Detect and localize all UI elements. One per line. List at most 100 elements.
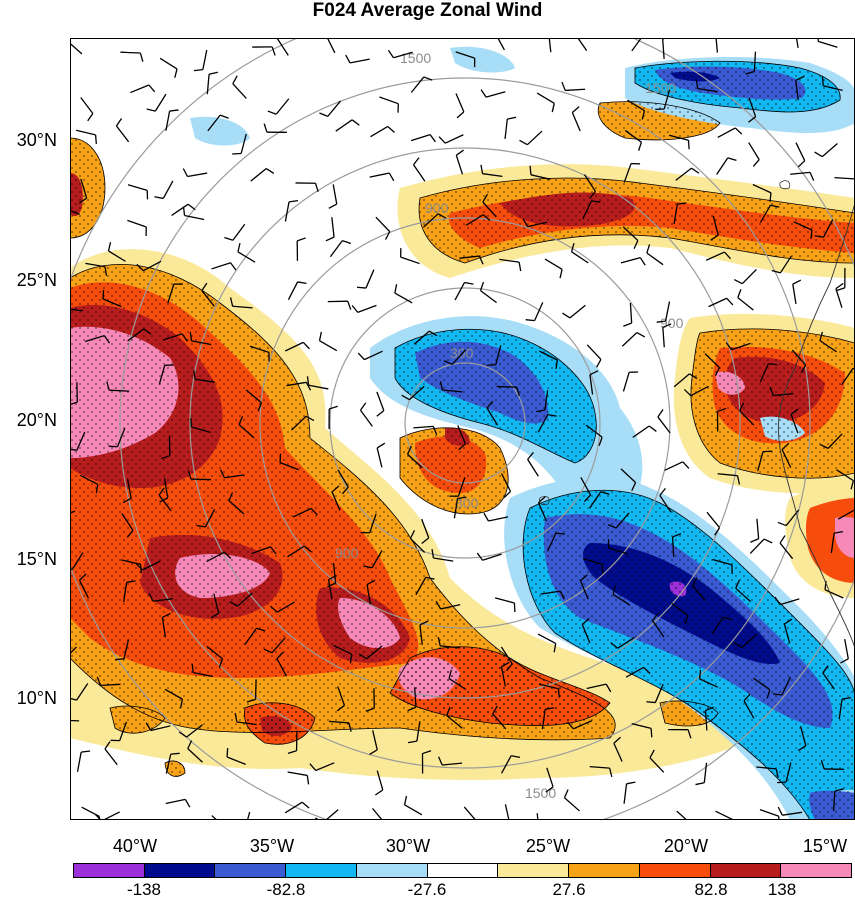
wind-barb-flag [691, 577, 698, 586]
wind-barb [833, 791, 836, 812]
wind-barb [741, 633, 758, 648]
wind-barb [759, 204, 772, 223]
wind-barb [735, 587, 752, 603]
wind-barb [400, 256, 420, 265]
wind-barb [748, 97, 757, 118]
wind-barb-flag [766, 689, 771, 699]
wind-barb [494, 597, 515, 604]
wind-barb [150, 725, 171, 732]
colorbar-box [781, 864, 852, 877]
wind-barb-flag [650, 728, 653, 738]
wind-barb [76, 431, 86, 451]
lon-label-40w: 40°W [112, 836, 158, 856]
wind-barb-flag [267, 110, 277, 115]
wind-barb [126, 478, 132, 499]
wind-barb-flag [187, 740, 193, 749]
wind-barb [737, 297, 754, 311]
wind-barb [582, 558, 603, 565]
wind-barb [823, 85, 843, 91]
wind-barb [76, 752, 82, 772]
wind-barb-flag [161, 455, 171, 460]
wind-barb-flag [384, 231, 391, 240]
wind-barb [824, 589, 844, 599]
wind-barb [422, 213, 439, 228]
wind-barb [369, 172, 390, 178]
wind-barb [416, 721, 421, 742]
wind-barb-flag [482, 193, 488, 203]
wind-barb [238, 424, 255, 439]
wind-barb-flag [357, 352, 365, 361]
wind-barb [279, 461, 300, 471]
wind-barb-flag [419, 620, 429, 626]
wind-barb [327, 100, 342, 117]
wind-barbs [70, 38, 855, 820]
wind-contour-region [190, 116, 250, 146]
wind-barb [331, 491, 341, 511]
wind-barb-flag [104, 741, 111, 750]
wind-barb [844, 639, 849, 659]
wind-barb [130, 84, 150, 94]
wind-barb-flag [800, 364, 807, 374]
wind-barb [165, 798, 186, 805]
wind-barb [649, 757, 665, 773]
island [779, 180, 791, 190]
wind-barb-flag [555, 359, 558, 369]
wind-barb [612, 593, 631, 606]
wind-barb-flag [366, 579, 376, 586]
wind-barb-flag [639, 257, 646, 266]
wind-barb [455, 93, 465, 113]
wind-barb [821, 143, 838, 158]
wind-barb-flag [238, 416, 244, 425]
wind-barb-flag [561, 81, 566, 91]
wind-barb [622, 372, 630, 392]
wind-barb-flag [745, 70, 755, 75]
wind-barb-flag [748, 116, 757, 123]
wind-barb-flag [174, 68, 178, 78]
wind-barb [70, 719, 80, 722]
wind-barb [627, 99, 645, 112]
wind-barb-flag [833, 530, 844, 534]
wind-barb-flag [325, 236, 335, 242]
wind-barb [756, 766, 777, 770]
wind-barb [581, 624, 591, 644]
wind-barb-flag [182, 206, 186, 216]
wind-barb-flag [443, 360, 453, 366]
wind-barb-flag [797, 745, 807, 752]
wind-barb-flag [310, 507, 318, 516]
wind-barb [717, 473, 738, 477]
wind-barb [127, 219, 147, 228]
wind-barb [541, 709, 546, 730]
wind-barb-flag [779, 535, 786, 544]
wind-barb [376, 770, 384, 791]
wind-barb-flag [328, 574, 337, 581]
wind-barb-flag [374, 789, 384, 796]
wind-barb-flag [126, 580, 136, 584]
wind-barb-flag [288, 200, 299, 203]
wind-barb-flag [181, 333, 188, 342]
wind-barb [419, 624, 423, 645]
wind-barb [781, 449, 792, 468]
wind-barb [482, 201, 497, 218]
lat-label-15n: 15°N [16, 549, 57, 569]
wind-barb [213, 593, 220, 614]
wind-barb-flag [369, 749, 378, 756]
wind-barb [753, 677, 771, 691]
wind-barb [834, 176, 855, 180]
wind-barb [731, 342, 751, 351]
chart-title: F024 Average Zonal Wind [312, 0, 543, 21]
wind-barb [577, 38, 588, 51]
wind-barb [779, 542, 794, 560]
wind-barb [657, 416, 671, 434]
wind-barb [236, 721, 257, 726]
wind-barb [448, 678, 467, 690]
wind-barb-flag [94, 134, 97, 144]
wind-barb-flag [349, 654, 353, 664]
wind-barb [191, 340, 212, 346]
wind-barb [583, 174, 596, 192]
wind-barb [85, 262, 106, 268]
wind-barb-flag [359, 402, 367, 411]
wind-barb [673, 373, 690, 388]
wind-barb [335, 119, 353, 132]
wind-barb-flag [492, 705, 498, 715]
wind-barb-flag [108, 445, 118, 448]
